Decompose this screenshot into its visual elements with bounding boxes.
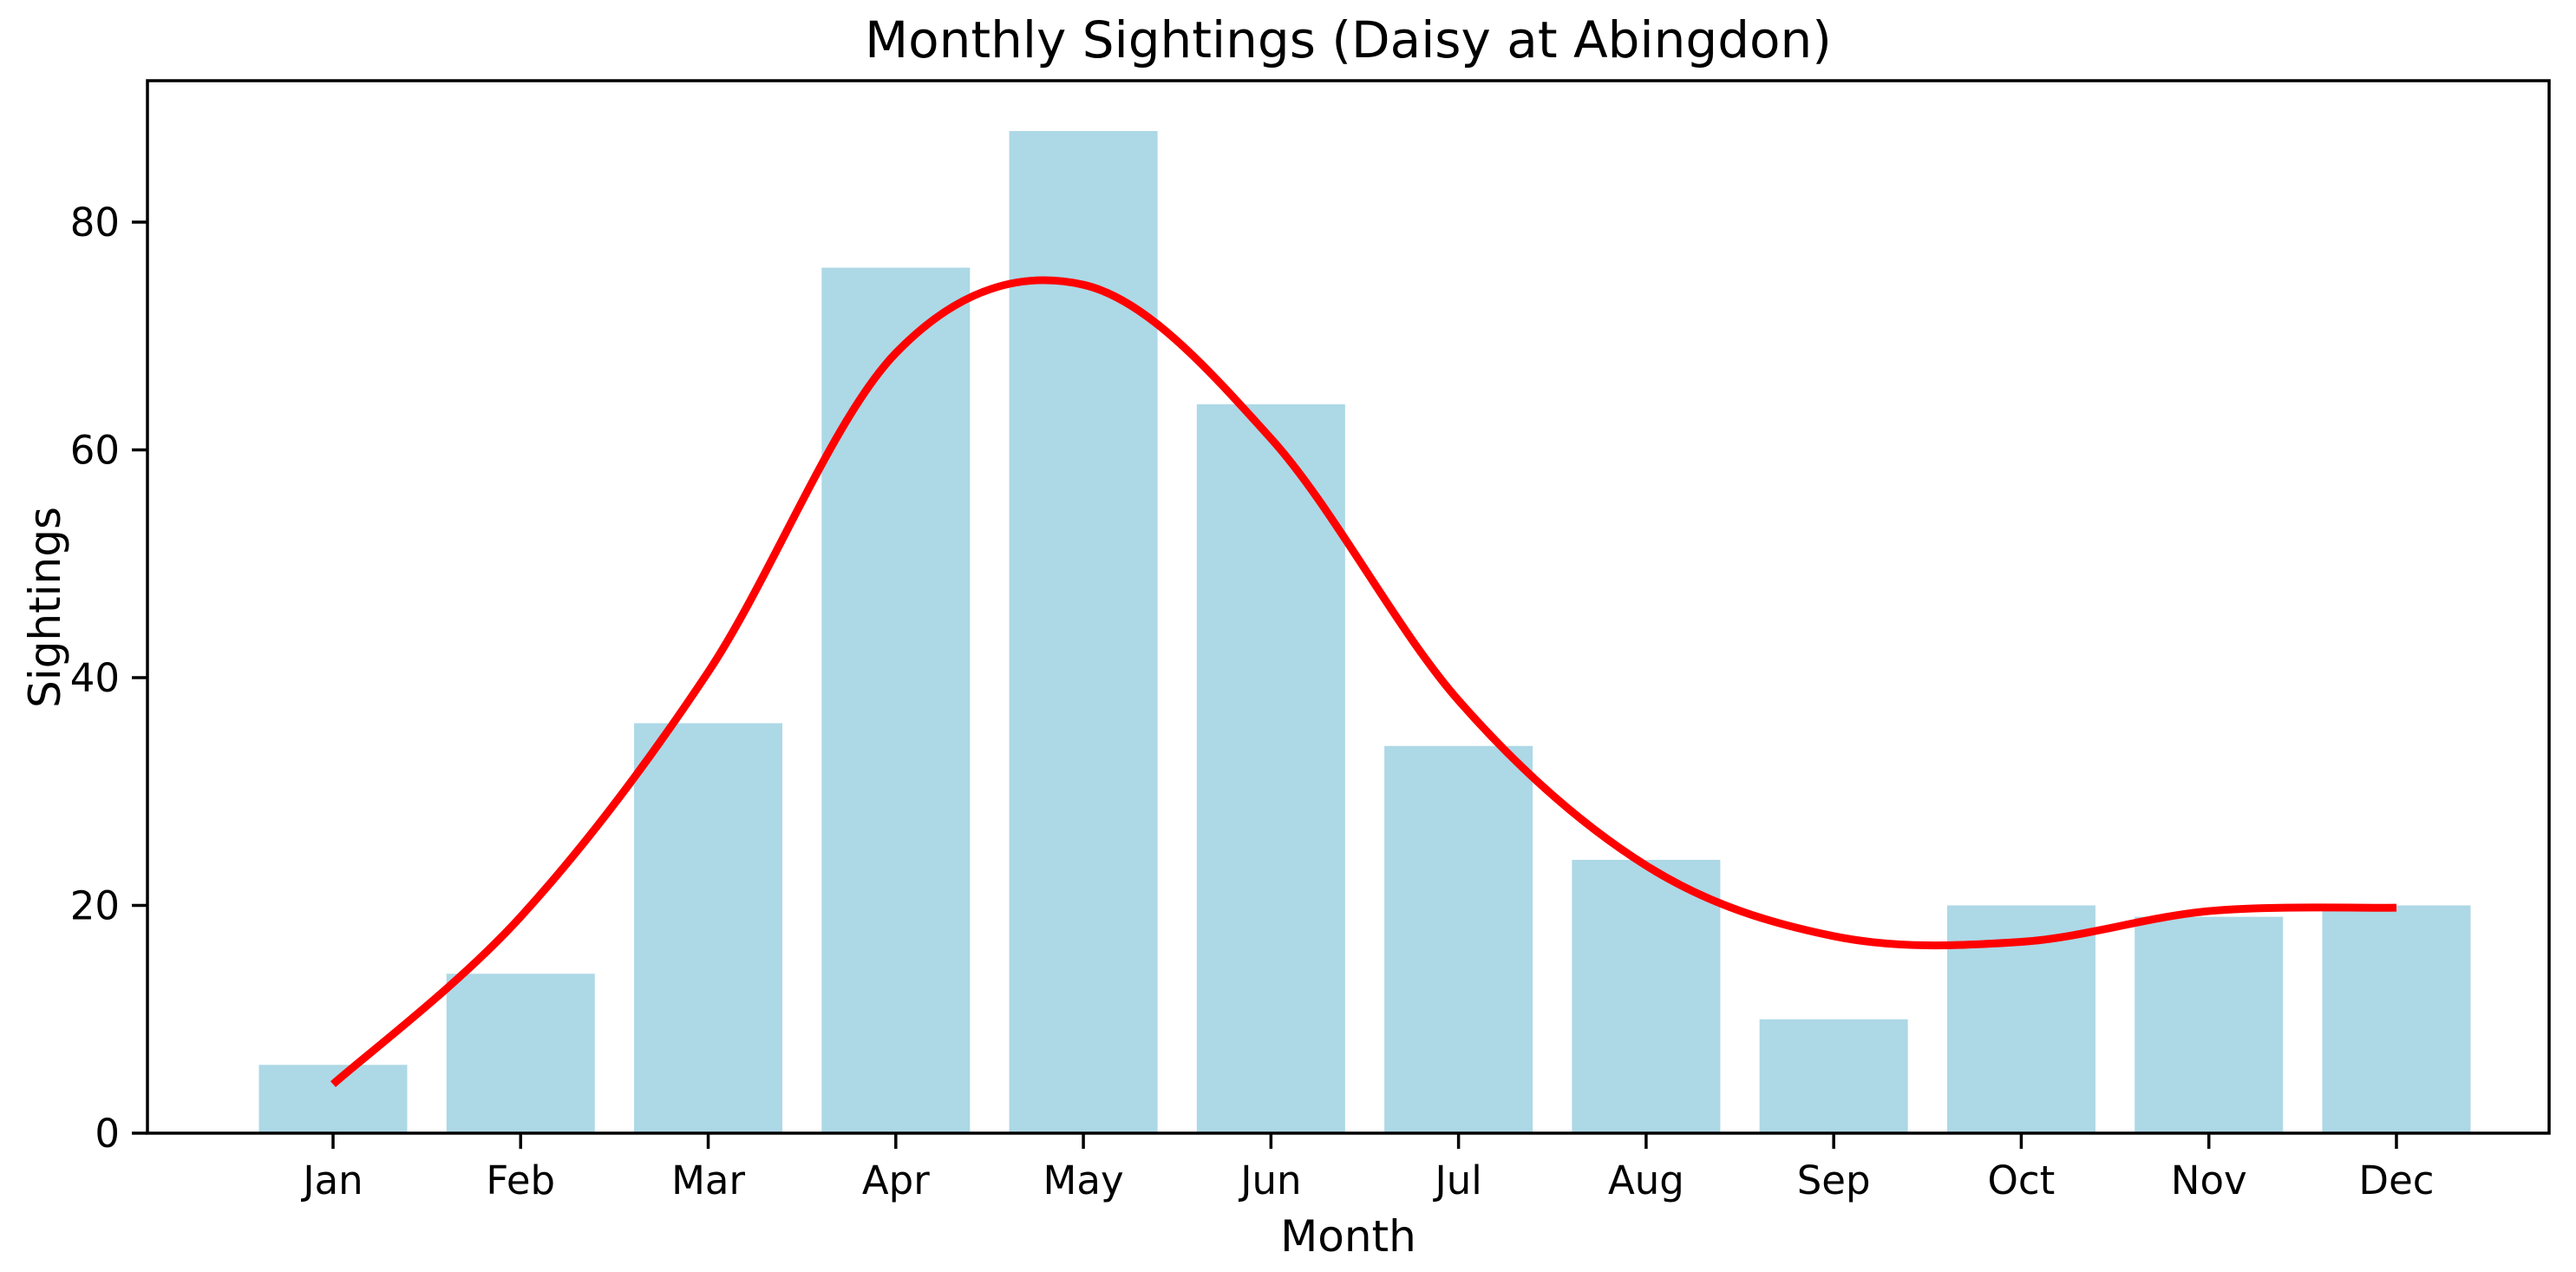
chart-title: Monthly Sightings (Daisy at Abingdon) — [865, 10, 1832, 69]
x-tick-label-mar: Mar — [671, 1157, 745, 1203]
bar-feb — [446, 974, 595, 1133]
bar-jun — [1196, 404, 1345, 1133]
x-tick-label-jul: Jul — [1432, 1157, 1481, 1203]
y-tick-label-40: 40 — [70, 655, 120, 701]
x-tick-label-feb: Feb — [486, 1157, 555, 1203]
bar-may — [1009, 131, 1158, 1133]
y-tick-label-60: 60 — [70, 428, 120, 474]
x-tick-label-jun: Jun — [1238, 1157, 1301, 1203]
x-tick-label-nov: Nov — [2171, 1157, 2247, 1203]
y-axis-label: Sightings — [20, 506, 70, 709]
y-tick-label-20: 20 — [70, 883, 120, 929]
bar-sep — [1759, 1019, 1908, 1133]
x-tick-label-dec: Dec — [2358, 1157, 2434, 1203]
bar-jan — [258, 1065, 408, 1133]
x-tick-label-apr: Apr — [862, 1157, 930, 1203]
x-tick-label-aug: Aug — [1608, 1157, 1684, 1203]
bar-mar — [634, 723, 783, 1133]
x-axis-label: Month — [1280, 1211, 1416, 1262]
y-tick-label-80: 80 — [70, 200, 120, 246]
axes-spines — [146, 79, 2551, 1135]
bar-dec — [2322, 905, 2471, 1133]
bar-nov — [2135, 916, 2284, 1133]
bar-aug — [1572, 860, 1721, 1133]
x-tick-label-may: May — [1043, 1157, 1124, 1203]
bar-jul — [1384, 745, 1533, 1133]
x-tick-label-oct: Oct — [1988, 1157, 2056, 1203]
x-tick-label-sep: Sep — [1797, 1157, 1871, 1203]
bar-apr — [821, 267, 971, 1133]
y-tick-label-0: 0 — [95, 1111, 120, 1157]
x-tick-label-jan: Jan — [300, 1157, 363, 1203]
trend-line — [330, 276, 2397, 1087]
